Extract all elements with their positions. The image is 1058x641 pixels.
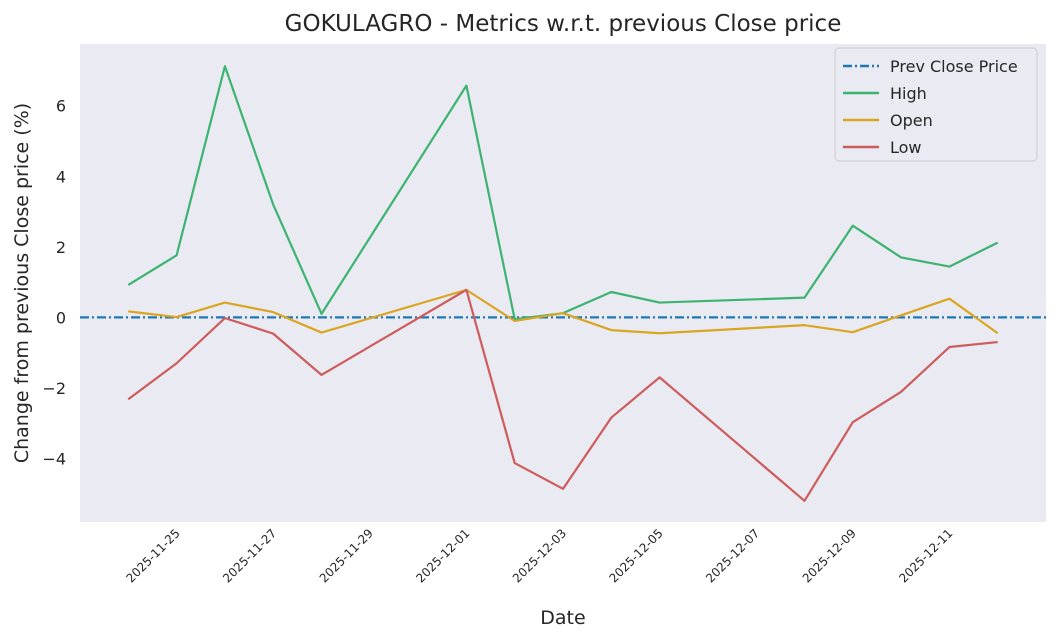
legend-label: Open bbox=[890, 111, 933, 130]
y-tick-label: 6 bbox=[56, 97, 66, 116]
legend-label: High bbox=[890, 84, 927, 103]
x-tick-label: 2025-12-01 bbox=[413, 526, 472, 585]
x-axis-label: Date bbox=[540, 607, 585, 629]
y-tick-label: 2 bbox=[56, 238, 66, 257]
x-tick-label: 2025-12-09 bbox=[800, 526, 859, 585]
series-layer bbox=[80, 65, 1046, 502]
y-axis-ticks: −4 −2 0 2 4 6 bbox=[42, 97, 66, 469]
x-tick-label: 2025-12-03 bbox=[510, 526, 569, 585]
y-tick-label: −4 bbox=[42, 450, 66, 469]
y-axis-label: Change from previous Close price (%) bbox=[11, 103, 33, 463]
x-axis-ticks: 2025-11-25 2025-11-27 2025-11-29 2025-12-01… bbox=[124, 526, 956, 585]
x-tick-label: 2025-12-11 bbox=[896, 526, 955, 585]
x-tick-label: 2025-12-05 bbox=[607, 526, 666, 585]
legend: Prev Close Price High Open Low bbox=[834, 47, 1038, 162]
series-line-low bbox=[127, 288, 998, 502]
x-tick-label: 2025-12-07 bbox=[703, 526, 762, 585]
x-tick-label: 2025-11-29 bbox=[317, 526, 376, 585]
legend-label: Low bbox=[890, 138, 922, 157]
x-tick-label: 2025-11-25 bbox=[124, 526, 183, 585]
y-tick-label: 0 bbox=[56, 308, 66, 327]
legend-items: Prev Close Price High Open Low bbox=[843, 57, 1018, 157]
y-tick-label: 4 bbox=[56, 167, 66, 186]
series-line-open bbox=[128, 288, 999, 335]
y-tick-label: −2 bbox=[42, 379, 66, 398]
chart-title: GOKULAGRO - Metrics w.r.t. previous Clos… bbox=[285, 11, 842, 37]
legend-box bbox=[834, 47, 1038, 162]
legend-label: Prev Close Price bbox=[890, 57, 1018, 76]
x-tick-label: 2025-11-27 bbox=[220, 526, 279, 585]
